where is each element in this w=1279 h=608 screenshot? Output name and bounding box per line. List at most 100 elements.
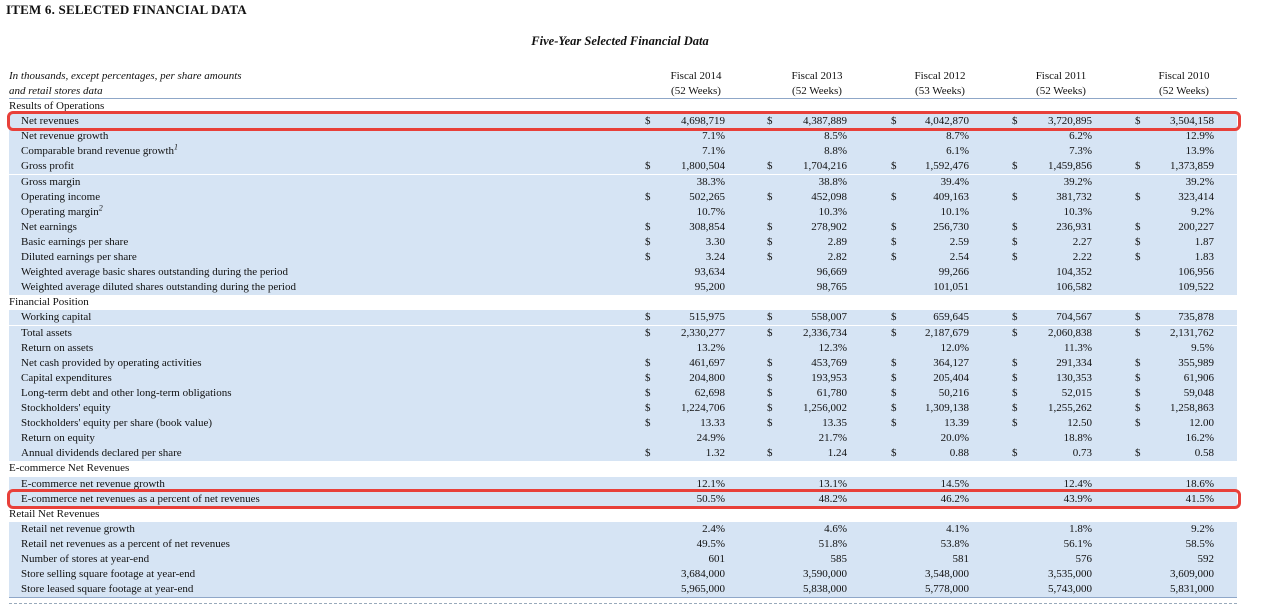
cell-value: 6.2% bbox=[1069, 130, 1092, 143]
dollar-sign: $ bbox=[1135, 386, 1141, 399]
cell-value: 9.2% bbox=[1191, 205, 1214, 218]
table-row-gross-profit: Gross profit $1,800,504 $1,704,216 $1,592,4… bbox=[9, 159, 1237, 176]
dollar-sign: $ bbox=[1012, 235, 1018, 248]
cell-value: 2,336,734 bbox=[803, 326, 847, 339]
cell-value: 9.2% bbox=[1191, 522, 1214, 535]
table-row-weighted-average-diluted-shares-outstanding-during-the-period: Weighted average diluted shares outstand… bbox=[9, 280, 1237, 297]
row-label: Gross profit bbox=[21, 160, 74, 173]
dollar-sign: $ bbox=[645, 447, 651, 460]
dollar-sign: $ bbox=[1012, 356, 1018, 369]
cell-value: 1,256,002 bbox=[803, 402, 847, 414]
cell-value: 106,582 bbox=[1056, 281, 1092, 294]
cell-value: 7.1% bbox=[702, 145, 725, 158]
cell-value: 502,265 bbox=[689, 190, 725, 203]
dollar-sign: $ bbox=[891, 356, 897, 369]
cell-value: 6.1% bbox=[946, 145, 969, 158]
table-row-number-of-stores-at-year-end: Number of stores at year-end 601 585 581 576… bbox=[9, 552, 1237, 568]
dollar-sign: $ bbox=[645, 417, 651, 430]
cell-value: 10.7% bbox=[696, 205, 725, 218]
column-year: Fiscal 2012 bbox=[914, 70, 966, 82]
column-year: Fiscal 2014 bbox=[670, 70, 722, 82]
table-title: Five-Year Selected Financial Data bbox=[531, 34, 709, 48]
table-row-net-earnings: Net earnings $308,854 $278,902 $256,730 $236… bbox=[9, 219, 1237, 236]
cell-value: 581 bbox=[952, 553, 970, 565]
dollar-sign: $ bbox=[891, 160, 897, 173]
cell-value: 2.59 bbox=[949, 235, 969, 248]
cell-value: 3,590,000 bbox=[803, 568, 847, 581]
cell-value: 735,878 bbox=[1178, 311, 1214, 324]
cell-value: 48.2% bbox=[818, 492, 847, 505]
cell-value: 8.7% bbox=[946, 130, 969, 143]
dollar-sign: $ bbox=[1135, 417, 1141, 430]
cell-value: 10.3% bbox=[1063, 205, 1092, 218]
dollar-sign: $ bbox=[1012, 447, 1018, 460]
cell-value: 1.83 bbox=[1194, 251, 1214, 263]
cell-value: 200,227 bbox=[1178, 220, 1214, 233]
dollar-sign: $ bbox=[891, 235, 897, 248]
cell-value: 1.8% bbox=[1069, 522, 1092, 535]
dollar-sign: $ bbox=[1135, 115, 1141, 128]
dollar-sign: $ bbox=[891, 417, 897, 430]
cell-value: 4,042,870 bbox=[925, 115, 969, 128]
cell-value: 453,769 bbox=[811, 356, 847, 369]
cell-value: 5,778,000 bbox=[925, 583, 969, 596]
cell-value: 50.5% bbox=[696, 492, 725, 505]
table-row-net-revenue-growth: Net revenue growth 7.1% 8.5% 8.7% 6.2% 12.9% bbox=[9, 129, 1237, 146]
cell-value: 3,684,000 bbox=[681, 568, 725, 581]
cell-value: 3,535,000 bbox=[1048, 568, 1092, 581]
dollar-sign: $ bbox=[1135, 220, 1141, 233]
dollar-sign: $ bbox=[1135, 356, 1141, 369]
cell-value: 1,704,216 bbox=[803, 160, 847, 173]
table-row-stockholders-equity: Stockholders' equity $1,224,706 $1,256,002… bbox=[9, 401, 1237, 417]
table-row-return-on-assets: Return on assets 13.2% 12.3% 12.0% 11.3% 9.5% bbox=[9, 340, 1237, 357]
table-row-net-cash-provided-by-operating-activities: Net cash provided by operating activitie… bbox=[9, 355, 1237, 372]
column-weeks: (52 Weeks) bbox=[1036, 85, 1086, 97]
cell-value: 2.82 bbox=[827, 251, 847, 263]
cell-value: 49.5% bbox=[696, 537, 725, 550]
cell-value: 2.89 bbox=[827, 235, 847, 248]
cell-value: 62,698 bbox=[694, 386, 725, 399]
table-row-capital-expenditures: Capital expenditures $204,800 $193,953 $205… bbox=[9, 370, 1237, 387]
dollar-sign: $ bbox=[645, 311, 651, 324]
cell-value: 576 bbox=[1075, 553, 1093, 565]
cell-value: 106,956 bbox=[1178, 266, 1214, 279]
table-row-annual-dividends-declared-per-share: Annual dividends declared per share $1.32… bbox=[9, 446, 1237, 463]
cell-value: 39.2% bbox=[1063, 175, 1092, 188]
cell-value: 12.4% bbox=[1063, 477, 1092, 490]
cell-value: 592 bbox=[1197, 553, 1215, 565]
cell-value: 1,224,706 bbox=[681, 402, 725, 414]
column-year: Fiscal 2013 bbox=[791, 70, 843, 82]
cell-value: 256,730 bbox=[933, 220, 969, 233]
cell-value: 13.39 bbox=[944, 417, 969, 430]
row-label: Capital expenditures bbox=[21, 371, 112, 384]
dollar-sign: $ bbox=[645, 356, 651, 369]
table-row-total-assets: Total assets $2,330,277 $2,336,734 $2,187,6… bbox=[9, 325, 1237, 342]
table-row-basic-earnings-per-share: Basic earnings per share $3.30 $2.89 $2.59 $… bbox=[9, 234, 1237, 251]
table-row-store-selling-square-footage-at-year-end: Store selling square footage at year-end… bbox=[9, 567, 1237, 584]
row-label: Return on assets bbox=[21, 341, 94, 354]
row-label: Store leased square footage at year-end bbox=[21, 583, 194, 596]
cell-value: 1,255,262 bbox=[1048, 402, 1092, 414]
cell-value: 13.33 bbox=[700, 417, 725, 430]
cell-value: 585 bbox=[830, 553, 848, 565]
units-note-line1: In thousands, except percentages, per sh… bbox=[9, 70, 242, 82]
section-header-retail-net-revenues: Retail Net Revenues bbox=[9, 506, 1237, 523]
column-header-fiscal-2011: Fiscal 2011 (52 Weeks) bbox=[1006, 69, 1116, 99]
table-row-net-revenues: Net revenues $4,698,719 $4,387,889 $4,042,8… bbox=[9, 114, 1237, 131]
dollar-sign: $ bbox=[1135, 326, 1141, 339]
cell-value: 20.0% bbox=[940, 432, 969, 445]
cell-value: 13.1% bbox=[818, 477, 847, 490]
row-label: E-commerce net revenue growth bbox=[21, 477, 165, 490]
cell-value: 12.0% bbox=[940, 341, 969, 354]
dollar-sign: $ bbox=[891, 251, 897, 263]
dollar-sign: $ bbox=[891, 311, 897, 324]
dollar-sign: $ bbox=[767, 386, 773, 399]
cell-value: 46.2% bbox=[940, 492, 969, 505]
row-label: Total assets bbox=[21, 326, 72, 339]
cell-value: 2.27 bbox=[1072, 235, 1092, 248]
cell-value: 0.73 bbox=[1072, 447, 1092, 460]
dollar-sign: $ bbox=[645, 326, 651, 339]
dollar-sign: $ bbox=[1012, 326, 1018, 339]
table-row-comparable-brand-revenue-growth: Comparable brand revenue growth1 7.1% 8.8%… bbox=[9, 143, 1237, 161]
cell-value: 9.5% bbox=[1191, 341, 1214, 354]
